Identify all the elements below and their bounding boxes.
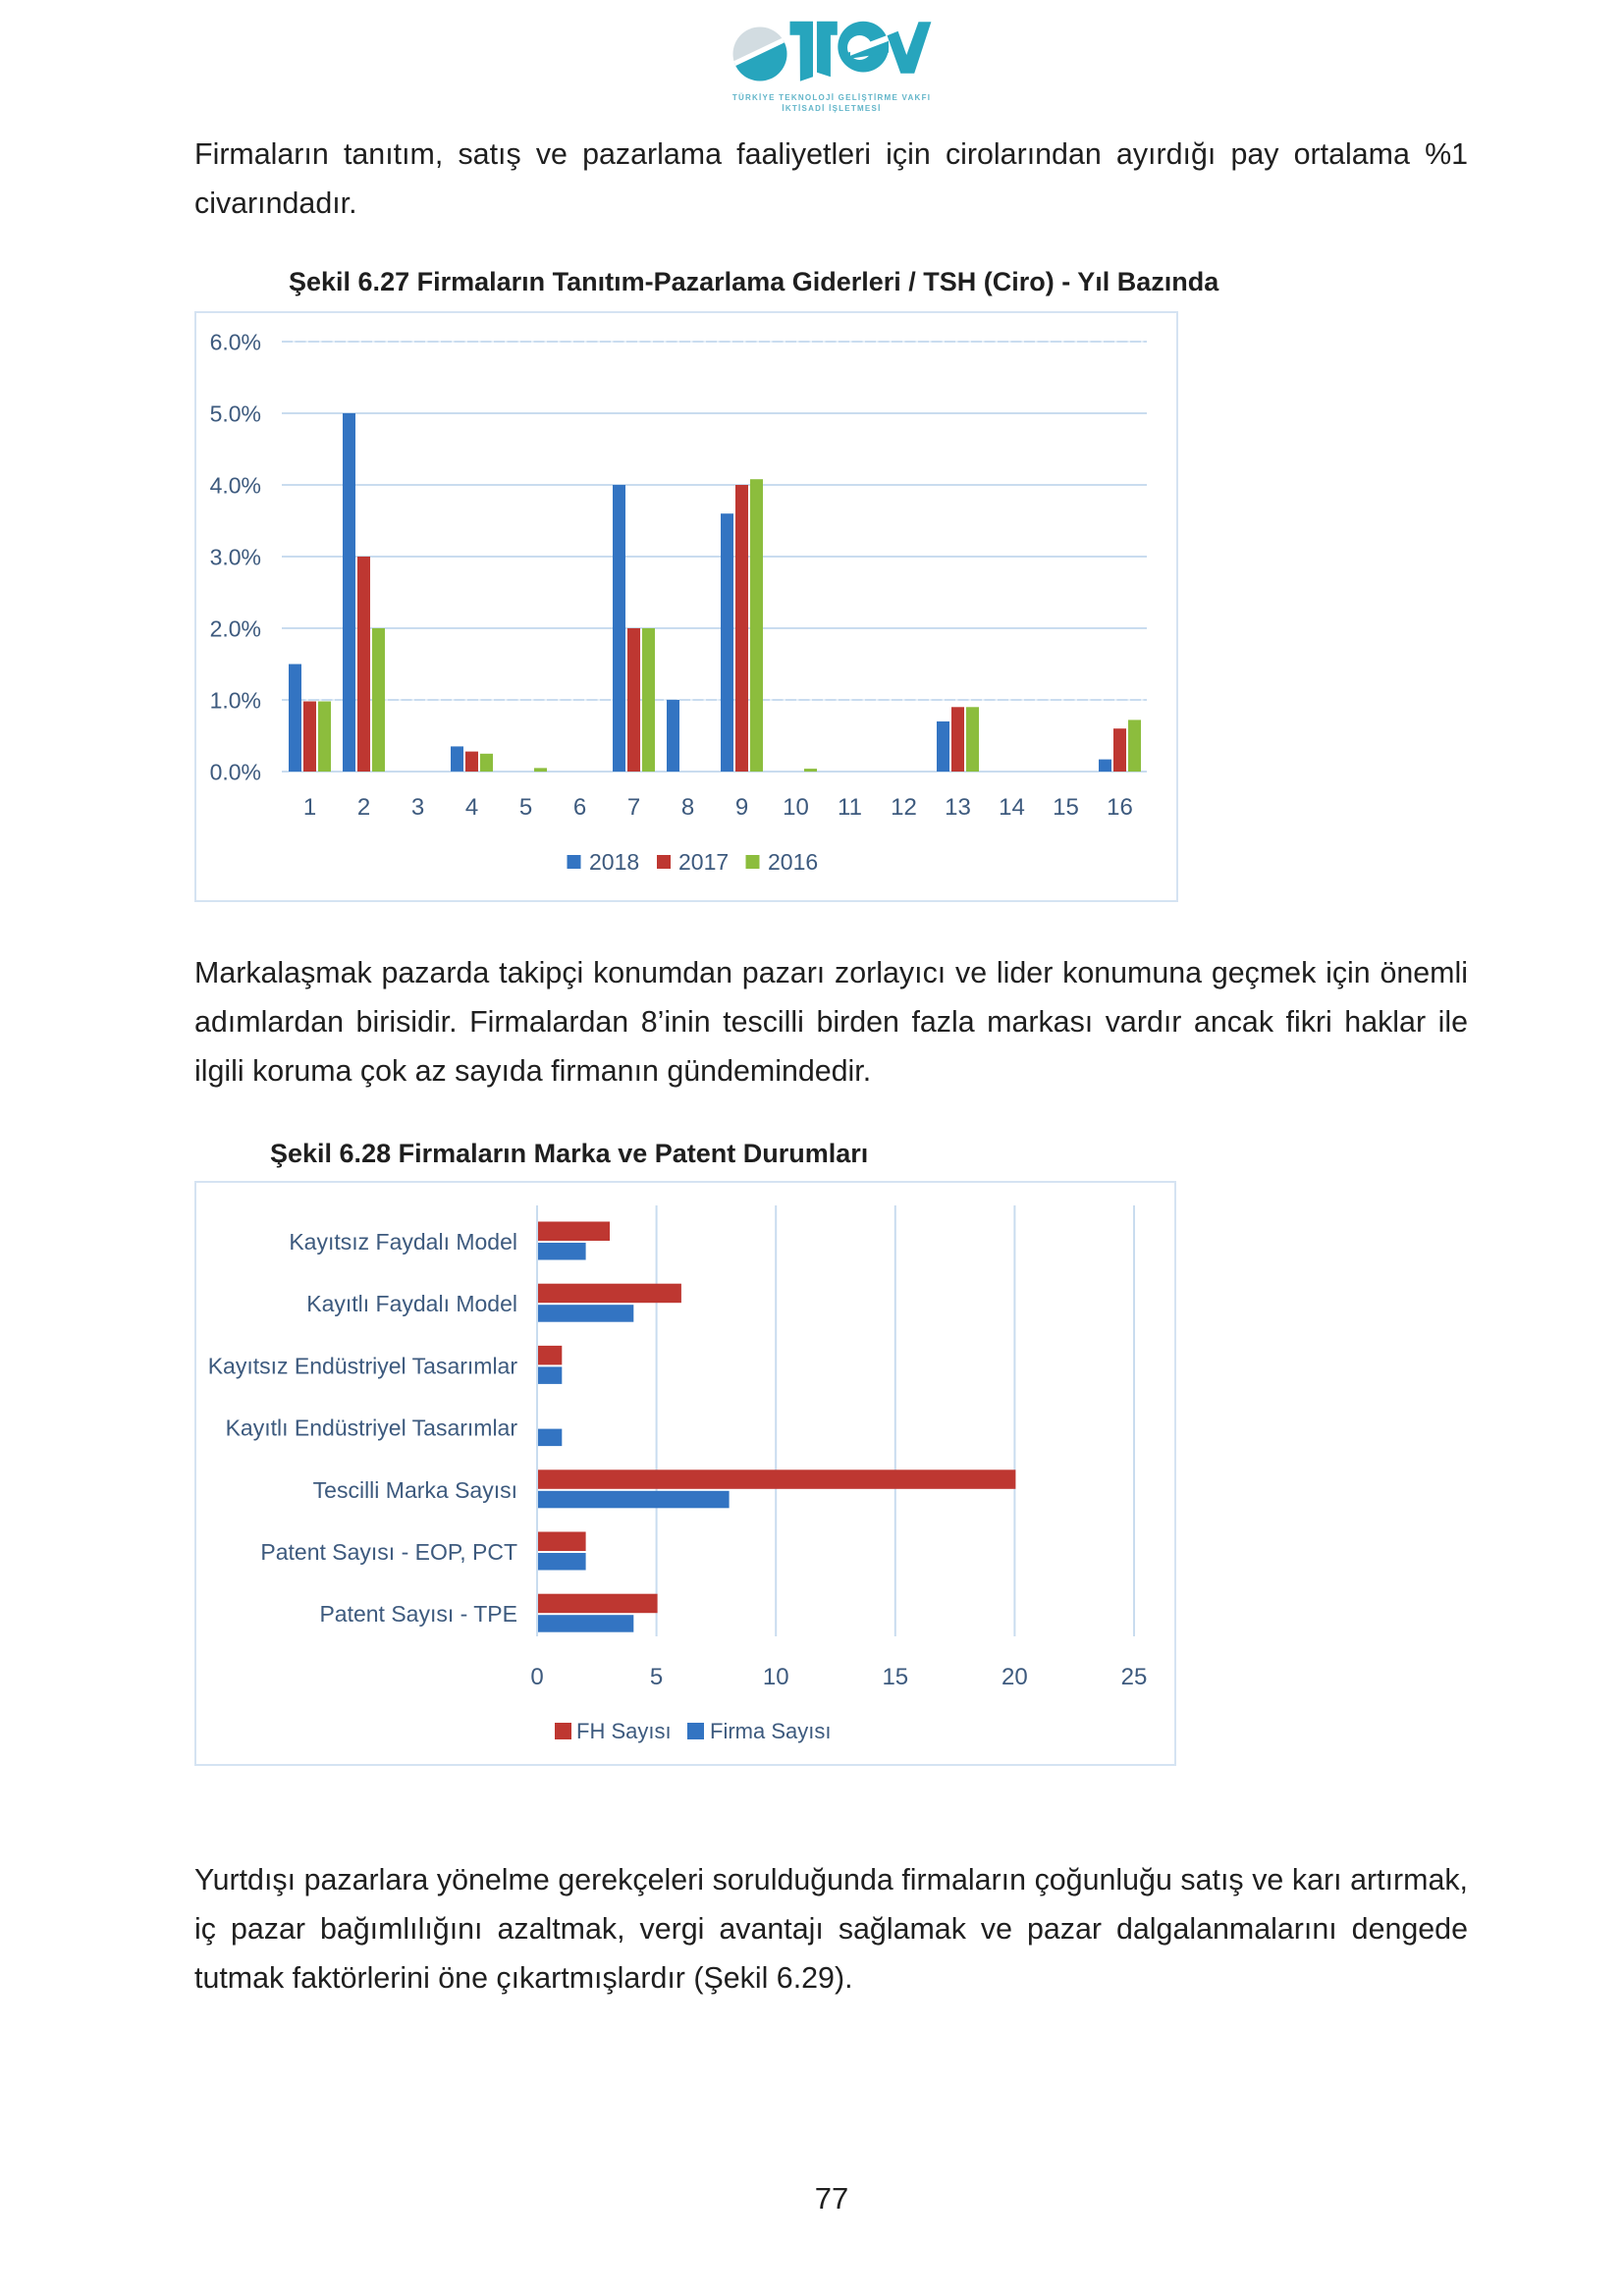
svg-text:FH Sayısı: FH Sayısı: [576, 1719, 672, 1743]
svg-text:Tescilli Marka Sayısı: Tescilli Marka Sayısı: [313, 1477, 517, 1503]
svg-text:10: 10: [763, 1664, 789, 1690]
svg-text:14: 14: [999, 794, 1025, 821]
svg-text:Patent Sayısı - TPE: Patent Sayısı - TPE: [319, 1601, 517, 1627]
svg-text:Kayıtsız Endüstriyel Tasarımla: Kayıtsız Endüstriyel Tasarımlar: [208, 1353, 518, 1378]
svg-text:6: 6: [573, 794, 586, 821]
svg-text:Firma Sayısı: Firma Sayısı: [710, 1719, 831, 1743]
svg-text:16: 16: [1107, 794, 1133, 821]
svg-text:TÜRKİYE TEKNOLOJİ GELİŞTİRME V: TÜRKİYE TEKNOLOJİ GELİŞTİRME VAKFI: [732, 93, 931, 102]
svg-text:13: 13: [945, 794, 971, 821]
svg-text:4: 4: [465, 794, 478, 821]
svg-text:12: 12: [891, 794, 917, 821]
svg-text:15: 15: [1053, 794, 1079, 821]
svg-text:2: 2: [357, 794, 370, 821]
svg-text:2.0%: 2.0%: [210, 615, 261, 641]
svg-text:İKTİSADİ İŞLETMESİ: İKTİSADİ İŞLETMESİ: [782, 104, 881, 113]
svg-text:0: 0: [530, 1664, 543, 1690]
svg-text:7: 7: [627, 794, 640, 821]
svg-text:5: 5: [519, 794, 532, 821]
svg-text:2017: 2017: [678, 849, 729, 875]
svg-text:3: 3: [411, 794, 424, 821]
svg-text:20: 20: [1001, 1664, 1028, 1690]
svg-text:6.0%: 6.0%: [210, 329, 261, 354]
svg-text:8: 8: [681, 794, 694, 821]
svg-text:5: 5: [650, 1664, 663, 1690]
svg-text:Patent Sayısı - EOP, PCT: Patent Sayısı - EOP, PCT: [260, 1539, 517, 1565]
svg-text:Kayıtsız Faydalı Model: Kayıtsız Faydalı Model: [289, 1229, 517, 1255]
svg-text:2016: 2016: [768, 849, 818, 875]
svg-text:0.0%: 0.0%: [210, 759, 261, 784]
svg-text:4.0%: 4.0%: [210, 472, 261, 498]
svg-text:15: 15: [882, 1664, 908, 1690]
svg-text:9: 9: [735, 794, 748, 821]
svg-text:10: 10: [783, 794, 809, 821]
svg-text:25: 25: [1121, 1664, 1148, 1690]
svg-text:5.0%: 5.0%: [210, 400, 261, 426]
svg-text:11: 11: [838, 794, 862, 821]
svg-text:2018: 2018: [589, 849, 639, 875]
svg-text:1: 1: [303, 794, 316, 821]
svg-text:Kayıtlı Faydalı Model: Kayıtlı Faydalı Model: [306, 1291, 517, 1316]
svg-text:1.0%: 1.0%: [210, 687, 261, 713]
svg-text:Kayıtlı Endüstriyel Tasarımlar: Kayıtlı Endüstriyel Tasarımlar: [226, 1415, 518, 1441]
svg-text:3.0%: 3.0%: [210, 544, 261, 569]
